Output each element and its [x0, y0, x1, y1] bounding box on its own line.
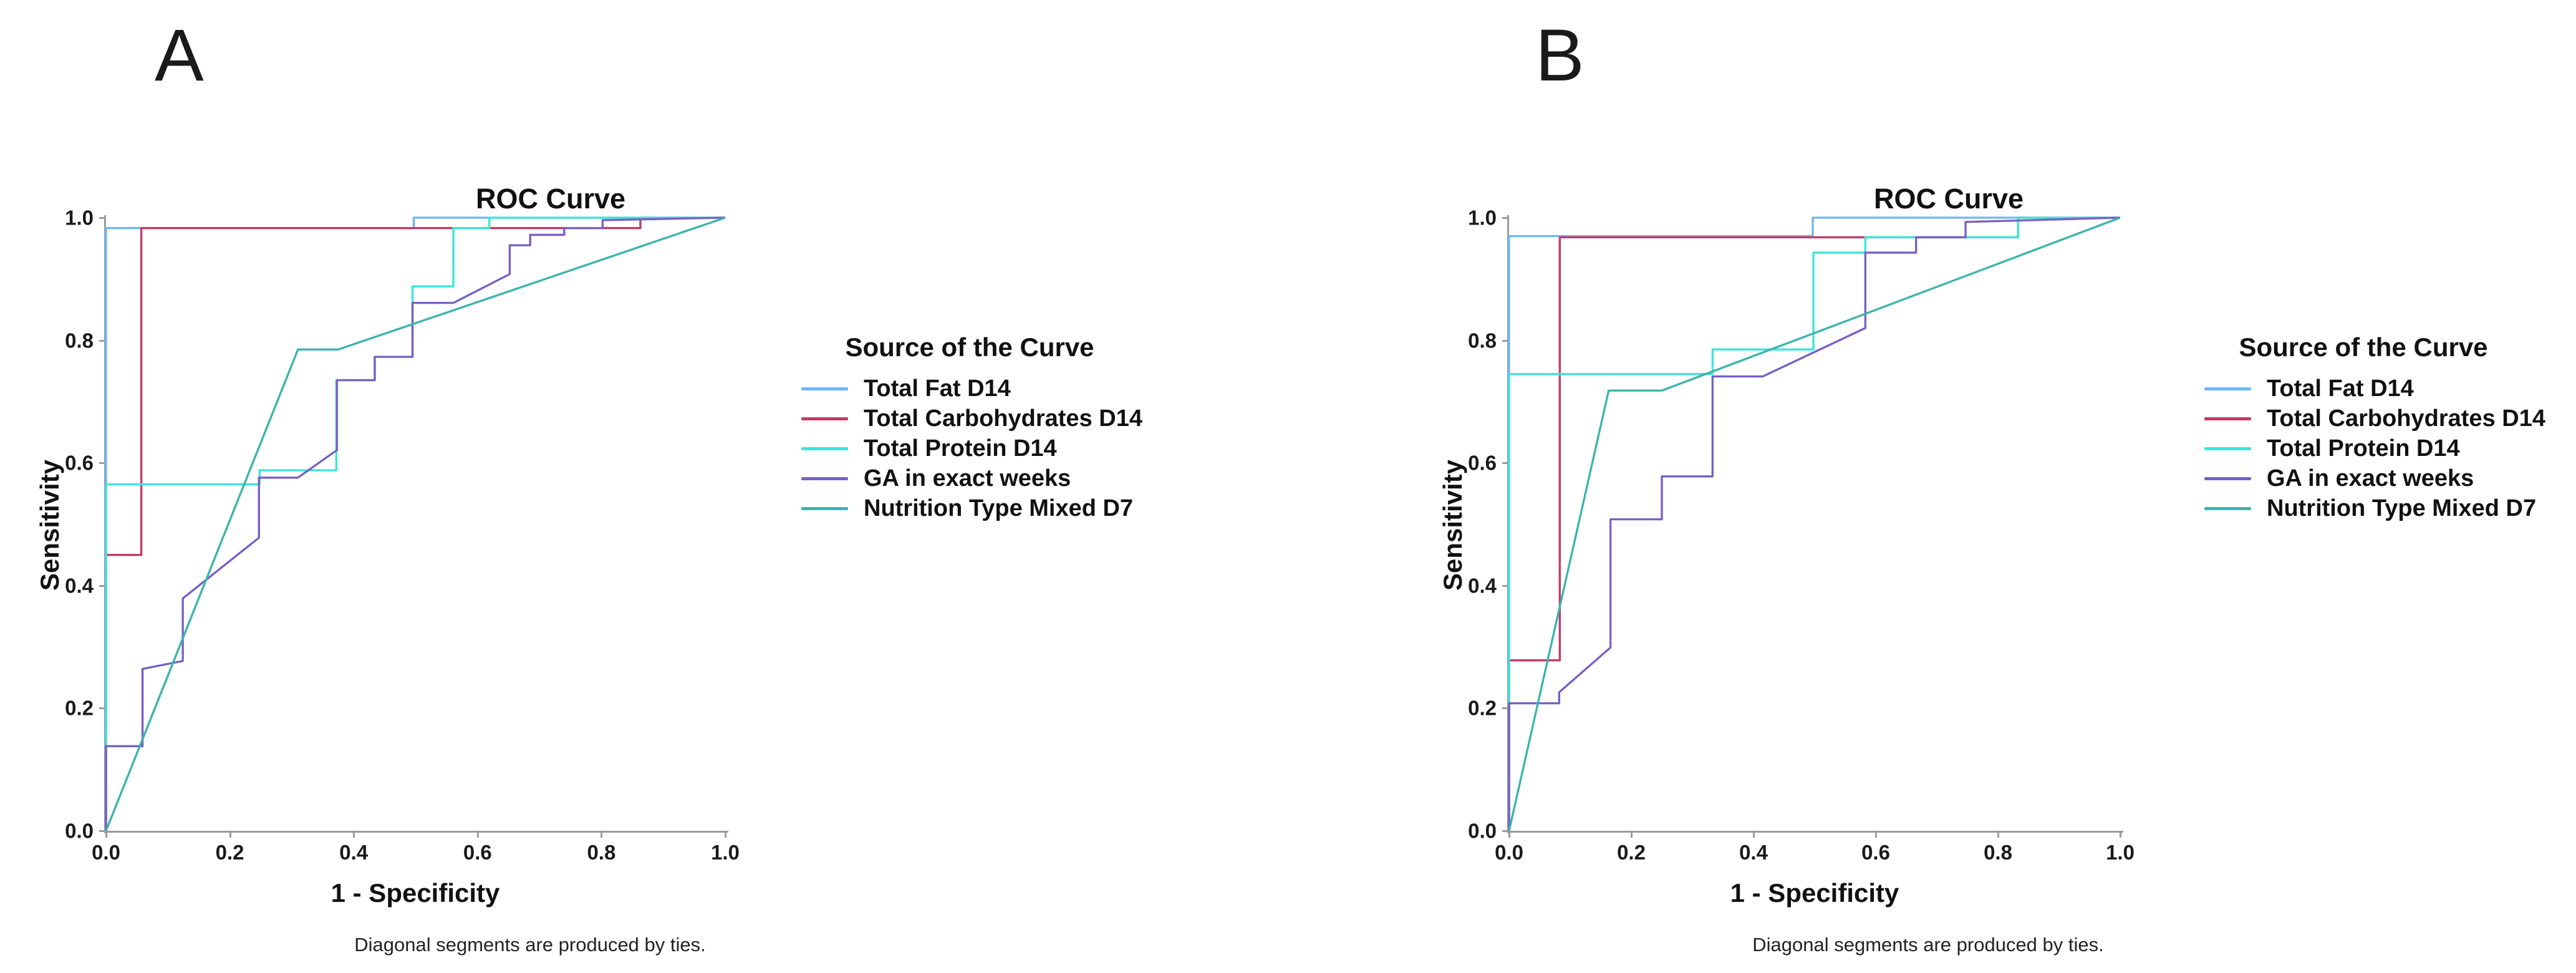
- panel-b-chart-title: ROC Curve: [1873, 183, 2024, 215]
- y-tick-label: 0.4: [65, 574, 94, 598]
- panel-a-legend-title: Source of the Curve: [845, 332, 1094, 362]
- y-tick: [99, 217, 104, 219]
- x-tick-label: 0.4: [339, 841, 369, 864]
- x-tick-label: 0.4: [1739, 841, 1768, 864]
- y-tick-label: 1.0: [65, 206, 94, 230]
- roc-curve-nutrition-type-mixed-d7: [1508, 216, 2121, 831]
- legend-swatch: [2204, 507, 2251, 510]
- x-tick: [2120, 833, 2121, 838]
- panel-a-x-axis-title: 1 - Specificity: [330, 878, 500, 908]
- roc-curve-total-protein-d14: [105, 216, 725, 831]
- legend-item-label: GA in exact weeks: [2267, 465, 2474, 491]
- legend-item-label: GA in exact weeks: [864, 465, 1071, 491]
- x-tick-label: 0.2: [1617, 841, 1646, 864]
- legend-item-label: Nutrition Type Mixed D7: [864, 495, 1134, 521]
- legend-swatch: [801, 387, 848, 390]
- x-tick: [1753, 833, 1755, 838]
- y-tick: [1502, 339, 1507, 342]
- y-tick: [1502, 462, 1507, 465]
- y-tick: [99, 339, 104, 342]
- y-tick: [1502, 707, 1507, 710]
- x-tick-label: 0.2: [215, 841, 244, 864]
- legend-item-label: Nutrition Type Mixed D7: [2267, 495, 2537, 521]
- x-tick: [1875, 833, 1877, 838]
- y-tick-label: 0.4: [1468, 574, 1497, 598]
- legend-swatch: [2204, 477, 2251, 480]
- legend-item-label: Total Protein D14: [864, 435, 1057, 462]
- legend-item-label: Total Fat D14: [864, 375, 1011, 402]
- roc-curve-total-carbohydrates-d14: [105, 216, 725, 831]
- x-tick-label: 0.6: [463, 841, 492, 864]
- panel-b-footnote: Diagonal segments are produced by ties.: [1752, 934, 2104, 956]
- panel-b-x-axis-title: 1 - Specificity: [1730, 878, 1899, 908]
- legend-swatch: [801, 477, 848, 480]
- legend-swatch: [801, 507, 848, 510]
- x-tick: [1631, 833, 1633, 838]
- y-tick: [1502, 584, 1507, 587]
- roc-curve-nutrition-type-mixed-d7: [105, 216, 726, 831]
- panel-b-label: B: [1535, 14, 1585, 97]
- x-tick: [601, 833, 603, 838]
- y-tick-label: 0.2: [1468, 696, 1497, 720]
- x-tick: [105, 833, 107, 838]
- y-tick-label: 0.8: [1468, 329, 1497, 352]
- panel-a-chart-title: ROC Curve: [475, 183, 626, 215]
- panel-b-roc-plot: [1508, 216, 2121, 831]
- y-tick: [99, 462, 104, 465]
- x-tick-label: 0.0: [1495, 841, 1523, 864]
- y-tick-label: 0.6: [1468, 451, 1497, 475]
- panel-a-footnote: Diagonal segments are produced by ties.: [354, 934, 706, 956]
- x-tick-label: 0.8: [1984, 841, 2012, 864]
- legend-item-label: Total Carbohydrates D14: [864, 405, 1142, 432]
- roc-curve-total-protein-d14: [1508, 216, 2120, 831]
- panel-a-y-axis-title: Sensitivity: [35, 459, 64, 591]
- legend-item-label: Total Fat D14: [2267, 375, 2414, 402]
- x-tick: [1508, 833, 1510, 838]
- legend-item-label: Total Carbohydrates D14: [2267, 405, 2545, 432]
- legend-swatch: [2204, 387, 2251, 390]
- x-axis-line: [104, 831, 728, 833]
- x-tick: [725, 833, 726, 838]
- roc-curve-ga-in-exact-weeks: [105, 216, 726, 831]
- y-tick-label: 0.0: [1468, 819, 1497, 843]
- x-tick-label: 0.0: [92, 841, 120, 864]
- legend-swatch: [2204, 447, 2251, 450]
- y-tick: [1502, 217, 1507, 219]
- x-axis-line: [1507, 831, 2123, 833]
- y-tick: [99, 830, 104, 832]
- panel-a-roc-plot: [105, 216, 726, 831]
- x-tick: [229, 833, 231, 838]
- x-tick-label: 0.8: [587, 841, 616, 864]
- y-tick-label: 0.8: [65, 329, 94, 352]
- legend-swatch: [801, 417, 848, 420]
- x-tick-label: 1.0: [711, 841, 740, 864]
- panel-a-label: A: [155, 14, 204, 97]
- x-tick-label: 0.6: [1861, 841, 1890, 864]
- y-tick: [99, 584, 104, 587]
- y-tick: [99, 707, 104, 710]
- y-tick-label: 0.6: [65, 451, 94, 475]
- roc-curve-ga-in-exact-weeks: [1508, 216, 2121, 831]
- x-tick: [476, 833, 479, 838]
- legend-swatch: [801, 447, 848, 450]
- legend-item-label: Total Protein D14: [2267, 435, 2460, 462]
- y-tick-label: 1.0: [1468, 206, 1497, 230]
- roc-curve-total-carbohydrates-d14: [1508, 216, 2120, 831]
- x-tick: [1997, 833, 1999, 838]
- roc-curve-total-fat-d14: [105, 216, 725, 831]
- panel-b-y-axis-title: Sensitivity: [1438, 459, 1467, 591]
- panel-b-legend-title: Source of the Curve: [2239, 332, 2488, 362]
- y-tick: [1502, 830, 1507, 832]
- y-tick-label: 0.0: [65, 819, 94, 843]
- x-tick-label: 1.0: [2106, 841, 2135, 864]
- legend-swatch: [2204, 417, 2251, 420]
- roc-curve-total-fat-d14: [1508, 216, 2120, 831]
- x-tick: [353, 833, 355, 838]
- y-tick-label: 0.2: [65, 696, 94, 720]
